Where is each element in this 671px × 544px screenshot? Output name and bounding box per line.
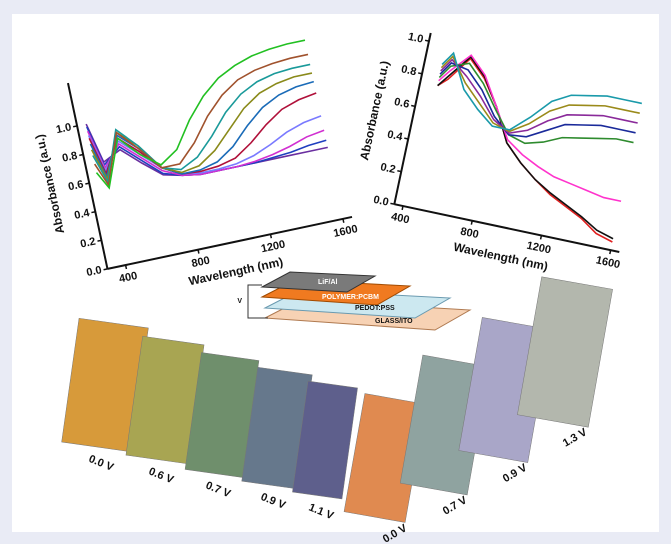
layer-label: GLASS/ITO xyxy=(375,318,413,325)
y-tick xyxy=(85,182,90,185)
series-line xyxy=(437,55,614,240)
series-line xyxy=(439,62,636,138)
series-line xyxy=(440,58,638,134)
chart: 0.00.20.40.60.81.040080012001600Waveleng… xyxy=(32,39,359,288)
axis xyxy=(394,203,620,253)
x-tick-label: 400 xyxy=(390,211,410,227)
series-line xyxy=(86,129,325,177)
y-tick-label: 0.0 xyxy=(85,264,102,279)
y-tick xyxy=(397,170,402,173)
layer-lif xyxy=(260,271,377,293)
y-tick xyxy=(417,72,423,75)
x-tick xyxy=(342,218,345,223)
x-tick-label: 400 xyxy=(118,270,138,286)
y-tick xyxy=(91,210,96,214)
x-tick xyxy=(197,249,200,254)
x-tick-label: 1600 xyxy=(595,254,621,271)
y-tick-label: 0.6 xyxy=(393,96,410,111)
y-tick-label: 0.2 xyxy=(79,236,96,251)
series-line xyxy=(438,54,622,203)
x-tick xyxy=(124,264,128,270)
axis xyxy=(393,32,432,205)
x-tick xyxy=(269,234,273,239)
x-tick-label: 1200 xyxy=(260,238,286,255)
y-tick xyxy=(390,202,395,205)
y-tick-label: 0.0 xyxy=(372,194,389,209)
y-tick xyxy=(97,239,102,242)
y-tick xyxy=(424,39,430,42)
y-tick-label: 0.8 xyxy=(400,63,417,78)
x-tick xyxy=(401,205,404,211)
y-tick xyxy=(411,104,416,108)
series-line xyxy=(92,63,311,185)
wire xyxy=(247,284,268,319)
y-tick-label: 1.0 xyxy=(55,121,72,136)
x-tick xyxy=(470,220,473,225)
y-tick xyxy=(404,137,409,140)
device-diagram: V LiF/Al POLYMER:PCBM PEDOT:PSS GLASS/IT… xyxy=(237,271,472,331)
layer-label: POLYMER:PCBM xyxy=(322,294,379,301)
series-line xyxy=(87,115,322,175)
series-line xyxy=(93,53,309,188)
bias-label: V xyxy=(237,298,242,305)
film-photo xyxy=(517,276,613,428)
series-line xyxy=(441,51,642,131)
series-line xyxy=(89,80,315,179)
y-tick xyxy=(103,268,108,271)
y-tick-label: 0.8 xyxy=(61,150,78,165)
x-tick-label: 800 xyxy=(191,255,211,271)
series-line xyxy=(438,62,634,145)
x-tick-label: 800 xyxy=(459,226,479,242)
y-tick xyxy=(73,125,78,128)
y-tick-label: 0.6 xyxy=(67,178,84,193)
x-tick-label: 1200 xyxy=(526,240,552,257)
y-tick-label: 0.2 xyxy=(379,161,396,176)
series-line xyxy=(440,55,640,133)
layer-label: LiF/Al xyxy=(318,279,337,286)
axis xyxy=(67,82,109,270)
x-tick xyxy=(539,235,543,240)
y-tick xyxy=(79,153,84,157)
series-line xyxy=(95,39,306,190)
axis xyxy=(107,215,353,270)
x-tick-label: 1600 xyxy=(332,223,358,240)
y-tick-label: 1.0 xyxy=(407,31,424,46)
film-photo xyxy=(292,380,358,500)
y-tick-label: 0.4 xyxy=(386,129,404,144)
x-tick xyxy=(609,250,612,255)
y-tick-label: 0.4 xyxy=(73,207,91,222)
layer-label: PEDOT:PSS xyxy=(355,305,395,312)
